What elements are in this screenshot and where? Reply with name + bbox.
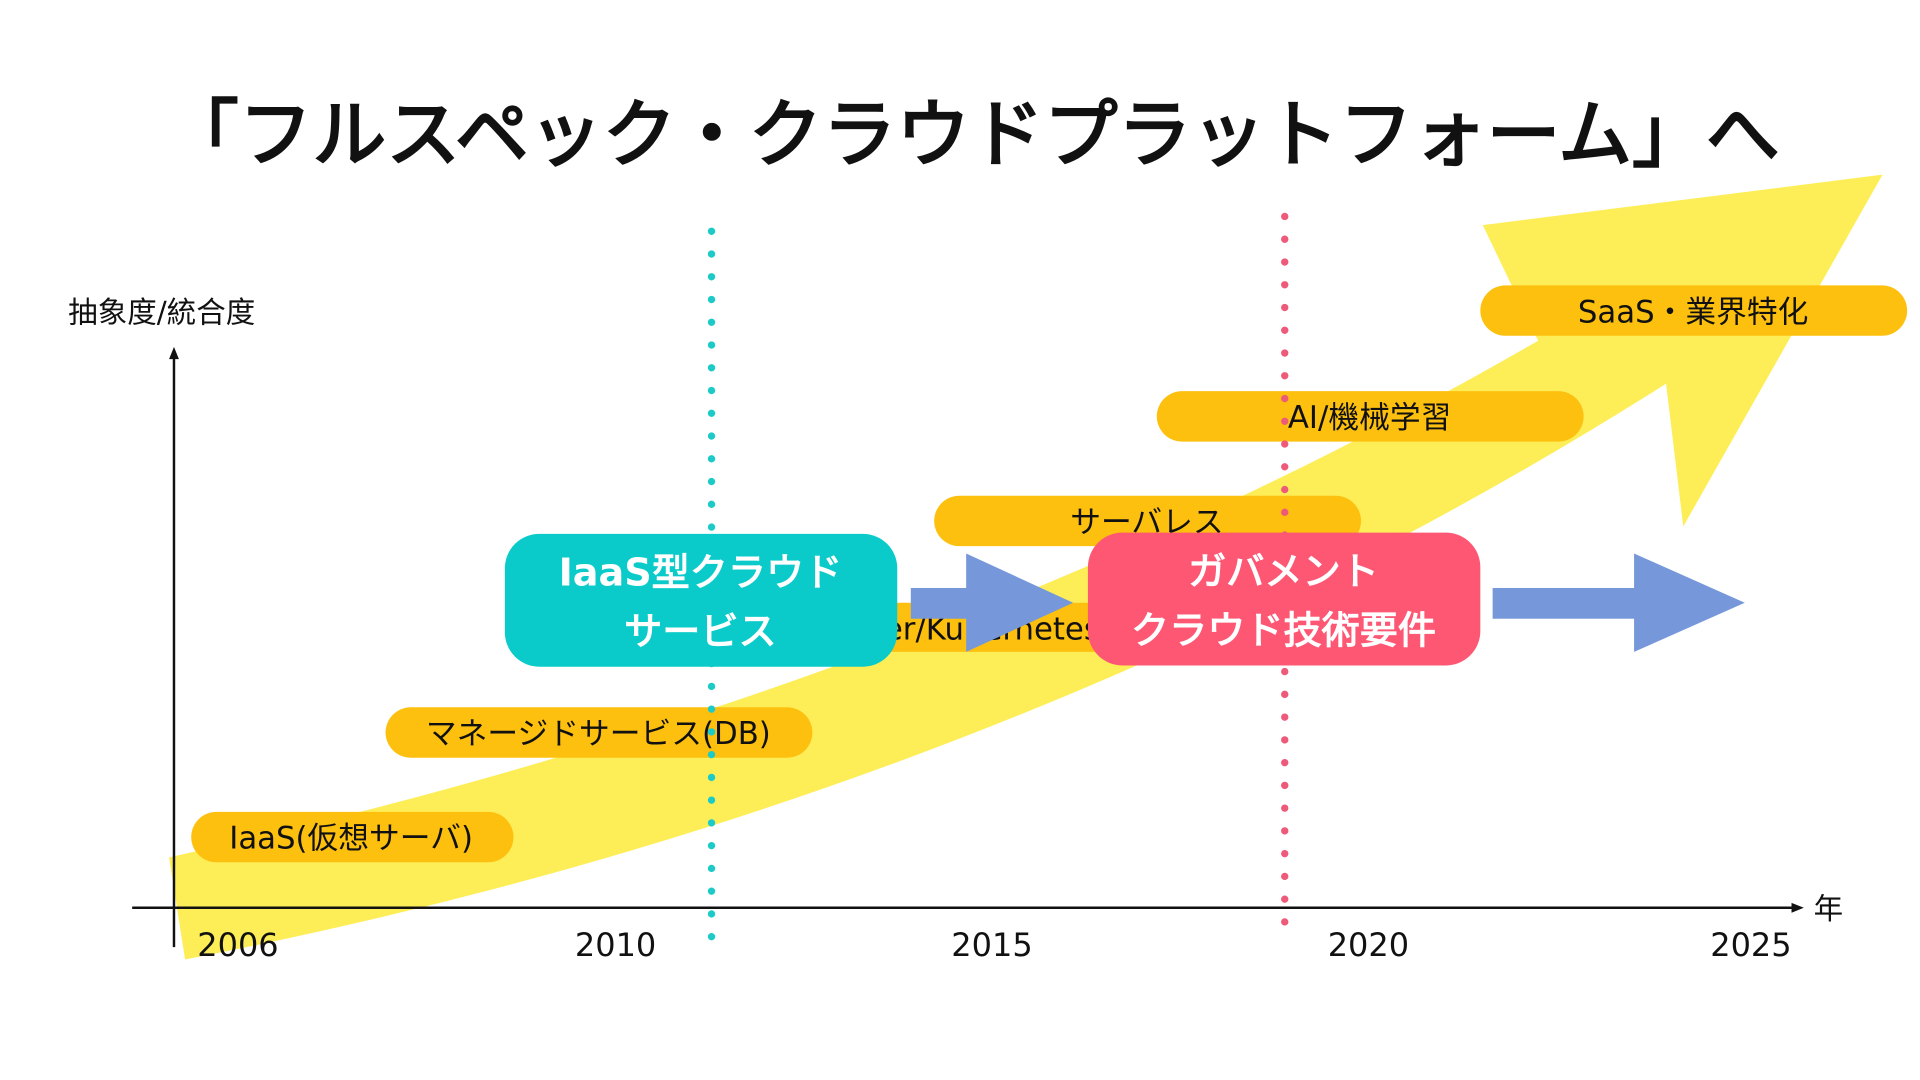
stage-pill-managed-db: マネージドサービス(DB) (385, 707, 813, 758)
trend-arrow (169, 174, 1883, 960)
x-axis-arrow-icon (1791, 902, 1804, 913)
page-title: 「フルスペック・クラウドプラットフォーム」へ (165, 92, 1780, 178)
milestone-iaas-cloud: IaaS型クラウド サービス (504, 533, 898, 667)
x-axis (132, 902, 1804, 913)
y-axis-label: 抽象度/統合度 (68, 295, 255, 329)
year-label: 2006 (197, 926, 278, 964)
year-label: 2015 (951, 926, 1032, 964)
stage-pill-saas: SaaS・業界特化 (1480, 285, 1908, 336)
year-label: 2020 (1328, 926, 1409, 964)
svg-text:AI/機械学習: AI/機械学習 (1288, 400, 1451, 436)
svg-text:ガバメント: ガバメント (1188, 549, 1379, 593)
flow-arrow-icon (1492, 553, 1745, 652)
svg-text:SaaS・業界特化: SaaS・業界特化 (1578, 294, 1808, 330)
stage-pill-iaas: IaaS(仮想サーバ) (191, 811, 514, 863)
svg-text:IaaS(仮想サーバ): IaaS(仮想サーバ) (229, 821, 473, 857)
year-label: 2010 (575, 926, 656, 964)
milestone-gov-cloud: ガバメント クラウド技術要件 (1087, 532, 1481, 666)
svg-text:マネージドサービス(DB): マネージドサービス(DB) (426, 716, 771, 752)
flow-arrow-icon (910, 553, 1074, 652)
y-axis-arrow-icon (169, 346, 179, 360)
svg-text:サービス: サービス (624, 610, 777, 654)
svg-text:クラウド技術要件: クラウド技術要件 (1131, 608, 1436, 652)
stage-pill-ai-ml: AI/機械学習 (1156, 391, 1584, 442)
x-axis-label: 年 (1814, 892, 1844, 926)
svg-text:IaaS型クラウド: IaaS型クラウド (559, 551, 843, 595)
year-label: 2025 (1710, 926, 1791, 964)
y-axis (169, 346, 179, 948)
